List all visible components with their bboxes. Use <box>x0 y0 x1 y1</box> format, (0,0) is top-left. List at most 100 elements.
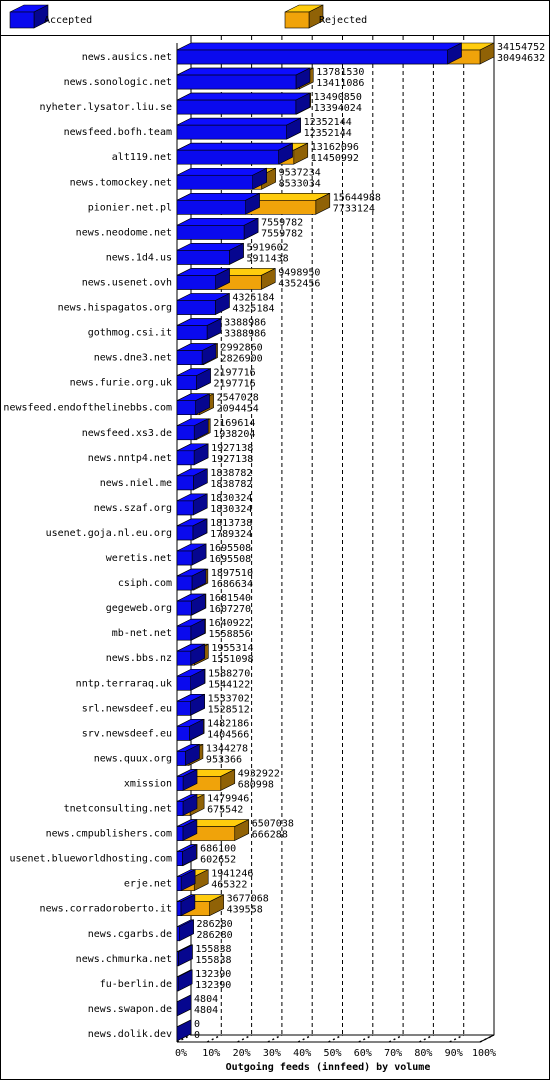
y-tick-label: nntp.terraraq.uk <box>76 678 172 689</box>
bar-front <box>176 375 197 390</box>
y-tick-label: news.niel.me <box>100 478 172 489</box>
y-tick-label: news.usenet.ovh <box>82 277 172 288</box>
bar-front <box>176 450 195 466</box>
value-label: 8533034 <box>279 178 321 189</box>
bar <box>176 568 207 591</box>
bar <box>176 919 194 942</box>
value-label: 2197716 <box>213 379 255 390</box>
value-label: 9537234 <box>279 167 321 178</box>
bar-front <box>176 200 246 215</box>
bar-front <box>176 600 192 616</box>
value-label: 13162096 <box>311 142 359 153</box>
y-tick-label: csiph.com <box>118 578 172 589</box>
value-label: 1789324 <box>210 529 252 540</box>
y-tick-label: mb-net.net <box>112 628 172 639</box>
value-label: 1695508 <box>209 554 251 565</box>
bar <box>176 217 259 240</box>
y-tick-label: fu-berlin.de <box>100 979 172 990</box>
bar-top <box>176 42 462 51</box>
y-tick-label: news.dne3.net <box>94 353 172 364</box>
bar <box>176 718 204 741</box>
bar-front <box>176 124 287 140</box>
bar-front <box>176 425 195 441</box>
value-label: 15644988 <box>333 192 381 203</box>
value-label: 155838 <box>195 944 231 955</box>
value-label: 1558856 <box>209 629 251 640</box>
bar-front <box>176 675 191 691</box>
value-label: 1830324 <box>210 493 252 504</box>
value-label: 686100 <box>200 844 236 855</box>
y-tick-label: erje.net <box>124 879 172 890</box>
value-label: 602652 <box>200 855 236 866</box>
x-tick-label: 20% <box>233 1048 251 1059</box>
value-label: 3388986 <box>224 329 266 340</box>
bar-front <box>176 300 216 315</box>
x-tick-label: 40% <box>293 1048 311 1059</box>
bar-front <box>176 149 279 165</box>
value-label: 1607270 <box>209 604 251 615</box>
bar <box>176 142 293 165</box>
x-axis-label: Outgoing feeds (innfeed) by volume <box>226 1061 431 1073</box>
x-tick-label: 30% <box>263 1048 281 1059</box>
bar <box>176 844 197 867</box>
value-label: 439558 <box>227 905 263 916</box>
axis-line <box>479 1034 495 1043</box>
value-label: 1955314 <box>211 643 253 654</box>
y-tick-label: srl.newsdeef.eu <box>82 703 172 714</box>
value-label: 1938204 <box>213 429 255 440</box>
bar-front <box>176 475 194 491</box>
bar <box>176 668 205 691</box>
bar <box>176 543 207 566</box>
value-label: 132390 <box>195 980 231 991</box>
value-label: 1544122 <box>208 679 250 690</box>
y-tick-label: usenet.goja.nl.eu.org <box>46 528 172 539</box>
bar-front <box>176 751 186 766</box>
bar <box>176 518 208 541</box>
value-label: 680998 <box>238 779 274 790</box>
value-label: 7559782 <box>261 217 303 228</box>
bar <box>176 343 217 366</box>
value-label: 1528512 <box>208 704 250 715</box>
bar-front <box>176 901 182 917</box>
y-tick-label: usenet.blueworldhosting.com <box>9 854 172 865</box>
bar <box>176 293 230 315</box>
value-label: 1838782 <box>210 468 252 479</box>
y-tick-label: news.sonologic.net <box>64 77 172 88</box>
value-label: 675542 <box>207 805 243 816</box>
bar-top <box>176 92 310 101</box>
bar-front <box>284 11 310 29</box>
y-tick-label: newsfeed.bofh.team <box>64 127 172 138</box>
y-tick-label: news.cmpublishers.com <box>46 829 172 840</box>
bar <box>176 794 198 816</box>
bar-front <box>176 826 184 841</box>
x-tick-label: 10% <box>202 1048 220 1059</box>
value-label: 4932922 <box>238 768 280 779</box>
bar-front <box>9 11 35 29</box>
value-label: 13394024 <box>314 103 362 114</box>
value-label: 5919602 <box>247 242 289 253</box>
y-tick-label: news.dolik.dev <box>88 1029 172 1040</box>
y-tick-label: gothmog.csi.it <box>88 328 172 339</box>
bar <box>176 117 301 140</box>
x-tick-label: 90% <box>445 1048 463 1059</box>
legend-swatch <box>9 4 49 29</box>
value-label: 1941246 <box>211 869 253 880</box>
bar <box>176 192 260 215</box>
value-label: 155838 <box>195 955 231 966</box>
bar-top <box>176 117 301 126</box>
value-label: 1551098 <box>211 654 253 665</box>
value-label: 3677068 <box>227 894 269 905</box>
bar <box>176 819 198 842</box>
value-label: 1695508 <box>209 543 251 554</box>
y-tick-label: news.corradoroberto.it <box>40 904 172 915</box>
bar <box>176 693 205 716</box>
bar-front <box>176 700 191 716</box>
bar <box>176 743 200 766</box>
y-tick-label: tnetconsulting.net <box>64 804 172 815</box>
y-tick-label: news.neodome.net <box>76 227 172 238</box>
value-label: 0 <box>194 1019 200 1030</box>
legend-swatch <box>284 4 324 29</box>
y-tick-label: gegeweb.org <box>106 603 172 614</box>
value-label: 7733124 <box>333 203 375 214</box>
